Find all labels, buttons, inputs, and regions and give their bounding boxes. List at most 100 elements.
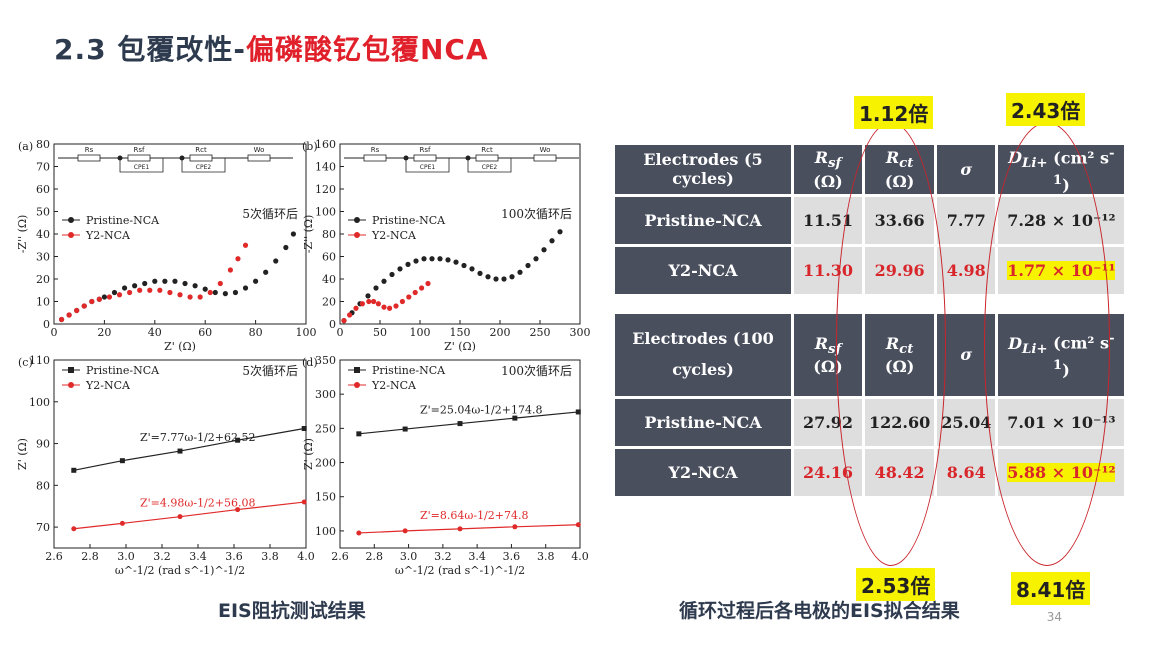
data-point <box>457 526 463 532</box>
y-tick-label: 50 <box>36 206 50 219</box>
title-prefix: 2.3 包覆改性- <box>54 33 246 66</box>
data-point <box>116 292 123 298</box>
circuit-element <box>189 154 213 162</box>
data-point <box>182 280 188 287</box>
data-point <box>399 298 405 305</box>
data-point <box>66 312 72 318</box>
x-axis-label: Z' (Ω) <box>164 340 196 353</box>
ratio-badge-d-100: 8.41倍 <box>1011 572 1091 605</box>
data-point <box>74 307 80 314</box>
row-label: Y2-NCA <box>615 246 791 294</box>
x-tick-label: 3.0 <box>117 550 135 563</box>
y-tick-label: 300 <box>315 388 336 401</box>
y-tick-label: 250 <box>315 422 336 435</box>
data-point <box>58 316 65 323</box>
x-tick-label: 100 <box>296 326 317 339</box>
ratio-badge-d-5: 2.43倍 <box>1006 93 1086 126</box>
data-point <box>142 280 148 287</box>
data-point <box>301 426 307 432</box>
x-tick-label: 2.8 <box>81 550 99 563</box>
x-tick-label: 3.6 <box>225 550 243 563</box>
data-point <box>381 304 387 310</box>
data-point <box>517 269 523 275</box>
fit-equation: Z'=25.04ω-1/2+174.8 <box>420 404 542 417</box>
y-tick-label: 200 <box>315 457 336 470</box>
plot-frame <box>339 359 581 549</box>
equivalent-circuit: Rs Rsf Rct Wo CPE1 CPE2 <box>58 146 293 173</box>
legend-marker <box>68 232 74 238</box>
y-axis-label: Z' (Ω) <box>16 438 29 470</box>
data-point <box>402 426 408 432</box>
data-point <box>132 283 138 289</box>
data-point <box>381 278 387 284</box>
th-electrodes-5: Electrodes (5 cycles) <box>615 145 791 194</box>
circuit-element <box>77 154 101 162</box>
data-point <box>96 296 102 302</box>
x-tick-label: 40 <box>148 326 162 339</box>
y-tick-label: 150 <box>315 491 336 504</box>
y-axis-label: -Z'' (Ω) <box>16 215 29 254</box>
data-point <box>453 259 459 265</box>
x-tick-label: 100 <box>410 326 431 339</box>
data-point <box>405 261 411 267</box>
cell: 8.64 <box>937 448 996 496</box>
data-point <box>353 305 359 311</box>
circuit-label: Rsf <box>420 146 432 154</box>
y-tick-label: 90 <box>36 438 50 451</box>
data-point <box>227 267 233 273</box>
panel-label: (c) <box>18 356 33 369</box>
data-point <box>533 256 539 262</box>
x-tick-label: 2.6 <box>331 550 349 563</box>
x-tick-label: 20 <box>97 326 111 339</box>
data-point <box>202 286 208 292</box>
data-point <box>421 256 427 262</box>
data-point <box>557 229 563 235</box>
data-point <box>192 283 198 289</box>
x-tick-label: 4.0 <box>297 550 315 563</box>
chart-annotation: 5次循环后 <box>242 207 298 221</box>
x-tick-label: 50 <box>373 326 387 339</box>
y-tick-label: 100 <box>29 396 50 409</box>
cell: 25.04 <box>937 398 996 446</box>
ratio-badge-rct-5: 1.12倍 <box>854 96 934 129</box>
data-point <box>242 242 249 248</box>
data-point <box>419 285 425 291</box>
fit-equation: Z'=7.77ω-1/2+62.52 <box>140 431 255 444</box>
circuit-wire <box>119 158 164 173</box>
x-tick-label: 250 <box>530 326 551 339</box>
data-point <box>121 285 128 291</box>
x-tick-label: 2.6 <box>45 550 63 563</box>
x-tick-label: 150 <box>450 326 471 339</box>
data-point <box>222 291 228 297</box>
plot-c: 2.6 2.8 3.0 3.2 3.4 3.6 3.8 4.0 70 80 90 100 110 (c) ω… <box>16 348 315 578</box>
data-point <box>347 312 353 318</box>
circuit-node <box>179 155 185 161</box>
data-point <box>402 528 408 534</box>
y-tick-label: 160 <box>315 138 336 151</box>
cell: 7.77 <box>937 196 996 244</box>
plot-b: 0 50 100 150 200 250 300 0 20 40 60 80 100 120 140 160(… <box>300 138 591 358</box>
legend-marker <box>68 367 74 373</box>
y-tick-label: 100 <box>315 206 336 219</box>
x-tick-label: 4.0 <box>571 550 589 563</box>
data-point <box>429 256 435 262</box>
data-point <box>412 289 418 296</box>
circuit-wire <box>467 158 512 173</box>
fit-equation: Z'=8.64ω-1/2+74.8 <box>420 509 528 522</box>
row-label: Y2-NCA <box>615 448 791 496</box>
y-tick-label: 100 <box>315 525 336 538</box>
circuit-label: Rsf <box>134 146 146 154</box>
legend-marker <box>68 382 74 388</box>
page-number: 34 <box>1046 610 1062 624</box>
data-point <box>425 280 431 287</box>
data-point <box>365 293 371 299</box>
chart-annotation: 5次循环后 <box>242 364 298 378</box>
x-axis-label: ω^-1/2 (rad s^-1)^-1/2 <box>395 564 525 577</box>
legend-label: Pristine-NCA <box>372 214 446 227</box>
legend-marker <box>354 367 360 373</box>
circuit-element <box>413 154 437 162</box>
data-point <box>290 231 296 237</box>
circuit-element <box>127 154 151 162</box>
data-point <box>397 266 403 272</box>
circuit-label: Rct <box>195 146 207 154</box>
